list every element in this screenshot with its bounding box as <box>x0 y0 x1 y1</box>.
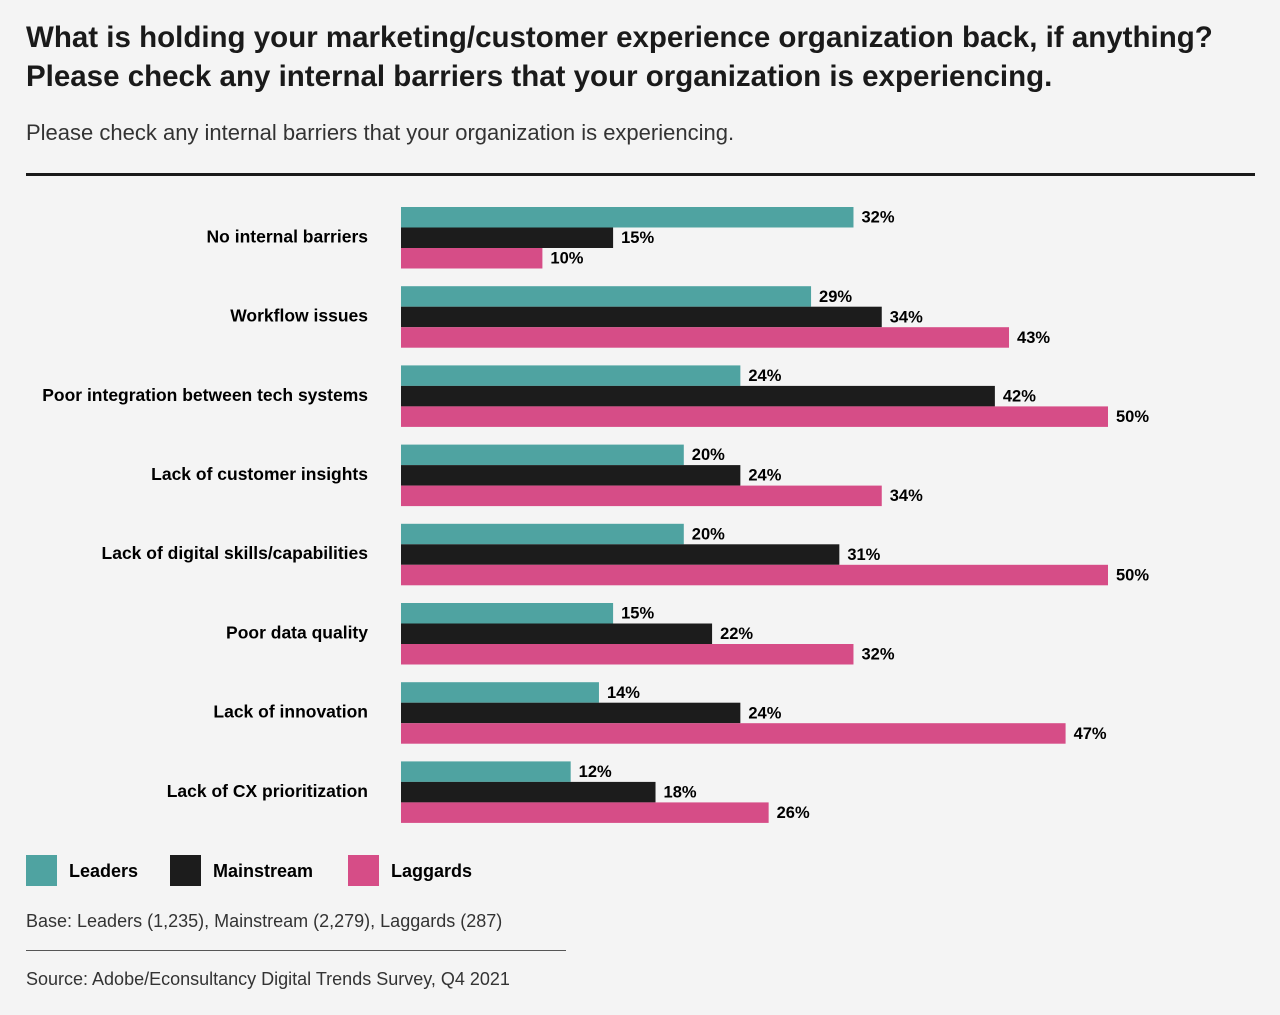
chart: No internal barriers 32% 15% 10% Workflow is… <box>26 207 1149 886</box>
value-label: 14% <box>607 684 640 702</box>
legend-label: Leaders <box>69 861 138 881</box>
chart-title: What is holding your marketing/customer … <box>26 21 1213 93</box>
value-label: 29% <box>819 288 852 306</box>
value-label: 24% <box>748 704 781 722</box>
value-label: 24% <box>748 367 781 385</box>
bar <box>401 485 882 507</box>
bar <box>401 623 713 644</box>
value-label: 31% <box>847 546 880 564</box>
value-label: 15% <box>621 605 654 623</box>
legend-label: Mainstream <box>213 861 313 881</box>
value-label: 32% <box>861 646 894 664</box>
category-label: Poor integration between tech systems <box>42 385 368 405</box>
bar <box>401 306 882 328</box>
category-label: Lack of CX prioritization <box>167 781 368 801</box>
source-note: Source: Adobe/Econsultancy Digital Trend… <box>26 969 510 989</box>
bar <box>401 682 599 703</box>
legend-swatch <box>26 855 57 886</box>
bar <box>401 523 684 545</box>
value-label: 34% <box>890 487 923 505</box>
value-label: 26% <box>777 804 810 822</box>
chart-subtitle: Please check any internal barriers that … <box>26 120 735 145</box>
value-label: 10% <box>550 250 583 268</box>
legend-swatch <box>348 855 379 886</box>
bar <box>401 702 741 724</box>
bar <box>401 644 854 665</box>
value-label: 24% <box>748 467 781 485</box>
legend-label: Laggards <box>391 861 472 881</box>
value-label: 15% <box>621 229 654 247</box>
value-label: 18% <box>664 784 697 802</box>
bar <box>401 465 741 486</box>
bar <box>401 385 995 407</box>
value-label: 50% <box>1116 566 1149 584</box>
bar <box>401 802 769 823</box>
category-label: Workflow issues <box>230 306 368 326</box>
category-label: No internal barriers <box>207 226 369 246</box>
bar <box>401 781 656 803</box>
category-label: Lack of innovation <box>213 702 368 722</box>
bar <box>401 723 1066 744</box>
bar <box>401 761 571 782</box>
bar <box>401 286 812 307</box>
category-label: Lack of digital skills/capabilities <box>102 543 369 563</box>
bar <box>401 207 854 228</box>
bar <box>401 406 1108 427</box>
value-label: 20% <box>692 525 725 543</box>
category-label: Lack of customer insights <box>151 464 368 484</box>
bar <box>401 444 684 466</box>
bar <box>401 365 741 386</box>
bar <box>401 327 1010 348</box>
bar <box>401 227 614 248</box>
value-label: 43% <box>1017 329 1050 347</box>
bar <box>401 603 614 624</box>
value-label: 50% <box>1116 408 1149 426</box>
value-label: 12% <box>579 763 612 781</box>
value-label: 47% <box>1074 725 1107 743</box>
value-label: 20% <box>692 446 725 464</box>
value-label: 32% <box>861 209 894 227</box>
base-note: Base: Leaders (1,235), Mainstream (2,279… <box>26 911 503 931</box>
category-label: Poor data quality <box>226 622 368 642</box>
divider <box>26 950 566 951</box>
bar <box>401 544 840 565</box>
legend-swatch <box>170 855 201 886</box>
bar <box>401 564 1108 586</box>
value-label: 22% <box>720 625 753 643</box>
value-label: 34% <box>890 308 923 326</box>
bar <box>401 248 543 269</box>
value-label: 42% <box>1003 388 1036 406</box>
divider <box>26 173 1255 176</box>
